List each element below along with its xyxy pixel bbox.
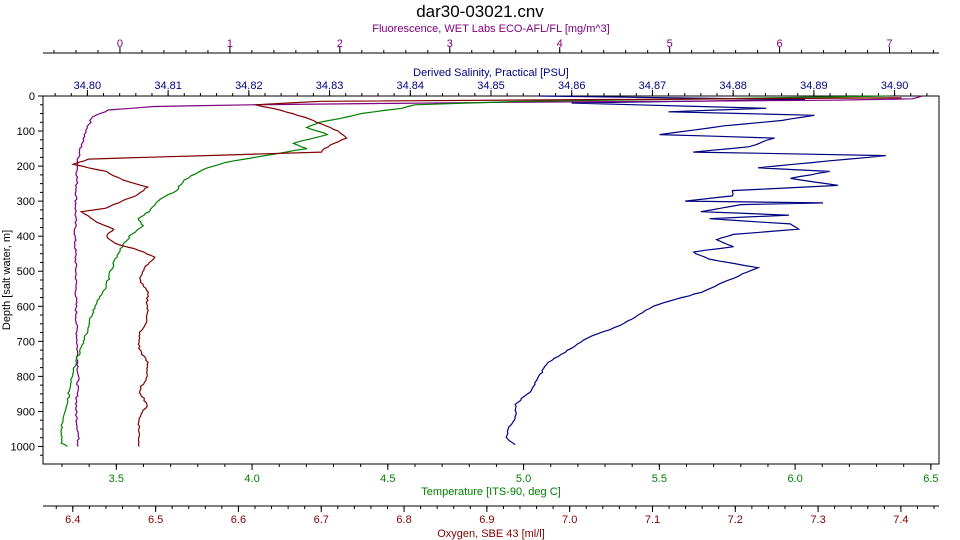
x-tick-label-oxygen: 6.9: [479, 514, 494, 526]
y-tick-label: 200: [17, 161, 35, 173]
y-tick-label: 1000: [11, 441, 35, 453]
plot-frame: [42, 95, 940, 465]
x-tick-label-salinity: 34.88: [719, 80, 747, 92]
x-tick-label-fluorescence: 1: [227, 38, 233, 50]
x-tick-label-fluorescence: 6: [777, 38, 783, 50]
x-tick-label-temperature: 4.0: [244, 473, 259, 485]
x-tick-label-salinity: 34.80: [74, 80, 102, 92]
x-tick-label-oxygen: 7.3: [810, 514, 825, 526]
x-tick-label-temperature: 6.0: [787, 473, 802, 485]
x-tick-label-temperature: 6.5: [923, 473, 938, 485]
x-tick-label-oxygen: 7.0: [562, 514, 577, 526]
x-tick-label-temperature: 4.5: [380, 473, 395, 485]
x-tick-label-salinity: 34.84: [397, 80, 425, 92]
x-tick-label-oxygen: 6.4: [65, 514, 80, 526]
x-axis-title-temperature: Temperature [ITS-90, deg C]: [421, 486, 560, 498]
series-line-salinity: [505, 95, 886, 446]
x-axis-oxygen: 6.4 6.5 6.6 6.7 6.8 6.9 7.0 7.1 7.2 7.3 7.4 Oxygen,…: [43, 505, 939, 540]
y-axis-depth: 0 100 200 300 400 500 600 700 800 900 1000 Depth [s…: [1, 91, 43, 456]
x-tick-label-oxygen: 6.7: [314, 514, 329, 526]
x-tick-label-oxygen: 6.6: [231, 514, 246, 526]
x-axis-title-oxygen: Oxygen, SBE 43 [ml/l]: [437, 528, 545, 540]
x-tick-label-fluorescence: 7: [886, 38, 892, 50]
x-tick-label-temperature: 3.5: [109, 473, 124, 485]
axes-layer: 0 100 200 300 400 500 600 700 800 900 1000 Depth [s…: [1, 23, 939, 540]
y-tick-label: 400: [17, 231, 35, 243]
series-layer: [60, 95, 923, 447]
y-tick-label: 0: [29, 91, 35, 103]
x-tick-label-fluorescence: 3: [447, 38, 453, 50]
chart-title: dar30-03021.cnv: [416, 2, 544, 21]
y-tick-label: 600: [17, 301, 35, 313]
x-axis-fluorescence: 0 1 2 3 4 5 6 7 Fluorescence, WET Labs ECO-AFL/F…: [43, 23, 939, 54]
x-axis-title-salinity: Derived Salinity, Practical [PSU]: [413, 67, 569, 79]
series-line-fluorescence: [73, 95, 923, 447]
x-tick-label-temperature: 5.5: [652, 473, 667, 485]
x-tick-label-oxygen: 6.8: [396, 514, 411, 526]
x-tick-label-salinity: 34.82: [235, 80, 263, 92]
x-tick-label-fluorescence: 5: [667, 38, 673, 50]
x-tick-label-oxygen: 6.5: [148, 514, 163, 526]
x-tick-label-fluorescence: 0: [117, 38, 123, 50]
series-line-temperature: [60, 95, 890, 447]
y-tick-label: 100: [17, 126, 35, 138]
x-tick-label-salinity: 34.90: [881, 80, 909, 92]
series-line-oxygen: [71, 97, 902, 447]
x-axis-temperature: 3.5 4.0 4.5 5.0 5.5 6.0 6.5 Temperature [ITS-90…: [61, 464, 939, 498]
x-tick-label-salinity: 34.86: [558, 80, 586, 92]
x-axis-salinity: 34.80 34.81 34.82 34.83 34.84 34.85 34.86 34.87…: [54, 67, 928, 96]
x-tick-label-oxygen: 7.1: [645, 514, 660, 526]
x-tick-label-salinity: 34.85: [477, 80, 505, 92]
x-tick-label-fluorescence: 4: [557, 38, 563, 50]
x-tick-label-temperature: 5.0: [516, 473, 531, 485]
y-tick-label: 900: [17, 406, 35, 418]
y-tick-label: 800: [17, 371, 35, 383]
x-axis-title-fluorescence: Fluorescence, WET Labs ECO-AFL/FL [mg/m^…: [372, 23, 609, 35]
x-tick-label-salinity: 34.87: [639, 80, 667, 92]
x-tick-label-oxygen: 7.2: [728, 514, 743, 526]
x-tick-label-salinity: 34.83: [316, 80, 344, 92]
x-tick-label-fluorescence: 2: [337, 38, 343, 50]
y-tick-label: 500: [17, 266, 35, 278]
x-tick-label-salinity: 34.81: [154, 80, 182, 92]
y-axis-title: Depth [salt water, m]: [1, 230, 13, 330]
y-tick-label: 300: [17, 196, 35, 208]
x-tick-label-oxygen: 7.4: [893, 514, 908, 526]
y-tick-label: 700: [17, 336, 35, 348]
x-tick-label-salinity: 34.89: [800, 80, 828, 92]
